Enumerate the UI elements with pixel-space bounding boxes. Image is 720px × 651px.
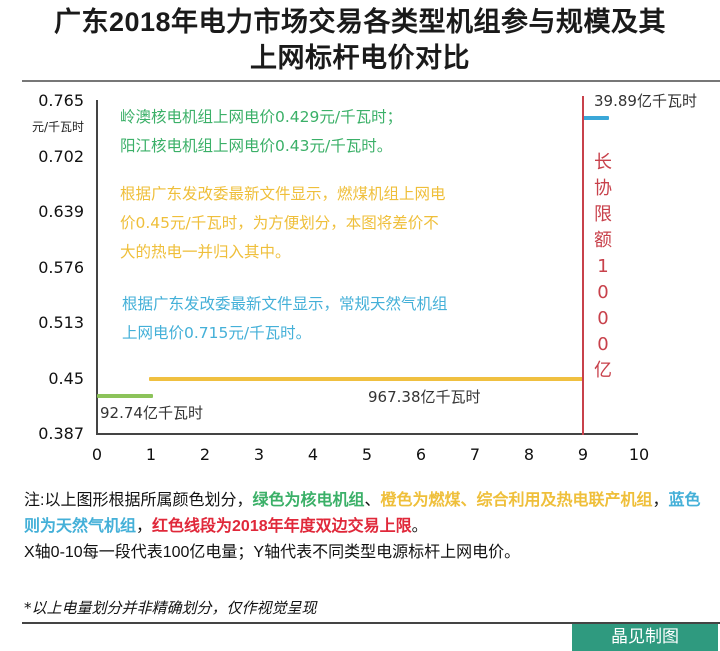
x-tick-3: 3 — [253, 445, 265, 464]
gas-volume-label: 39.89亿千瓦时 — [594, 92, 697, 110]
x-tick-10: 10 — [628, 445, 650, 464]
gas-note: 根据广东发改委最新文件显示，常规天然气机组 上网电价0.715元/千瓦时。 — [122, 290, 448, 348]
coal-note-line2: 价0.45元/千瓦时，为方便划分，本图将差价不 — [120, 214, 439, 232]
x-tick-4: 4 — [307, 445, 319, 464]
y-tick-0639: 0.639 — [38, 202, 84, 221]
separator: 。 — [411, 518, 428, 535]
cap-char: 1 — [597, 256, 609, 277]
separator: 、 — [364, 492, 381, 509]
chart-area: 0.765 元/千瓦时 0.702 0.639 0.576 0.513 0.45… — [32, 91, 697, 465]
title-divider — [22, 80, 720, 82]
cap-char: 0 — [597, 282, 609, 303]
credit-badge: 晶见制图 — [572, 624, 718, 651]
y-tick-0576: 0.576 — [38, 258, 84, 277]
gas-segment — [583, 116, 609, 120]
coal-volume-label: 967.38亿千瓦时 — [368, 388, 481, 406]
cap-vertical-label: 长 协 限 额 1 0 0 0 亿 — [593, 150, 613, 384]
cap-char: 额 — [594, 230, 612, 251]
x-tick-0: 0 — [91, 445, 103, 464]
coal-note: 根据广东发改委最新文件显示，燃煤机组上网电 价0.45元/千瓦时，为方便划分，本… — [120, 180, 446, 267]
nuclear-volume-label: 92.74亿千瓦时 — [100, 404, 203, 422]
nuclear-note: 岭澳核电机组上网电价0.429元/千瓦时； 阳江核电机组上网电价0.43元/千瓦… — [120, 103, 402, 161]
cap-char: 0 — [597, 334, 609, 355]
chart-title-line1: 广东2018年电力市场交易各类型机组参与规模及其 — [53, 7, 667, 37]
cap-char: 0 — [597, 308, 609, 329]
cap-char: 限 — [594, 204, 612, 225]
gas-note-line1: 根据广东发改委最新文件显示，常规天然气机组 — [122, 295, 448, 313]
x-tick-2: 2 — [199, 445, 211, 464]
axis-note: X轴0-10每一段代表100亿电量；Y轴代表不同类型电源标杆上网电价。 — [24, 544, 521, 561]
coal-note-line1: 根据广东发改委最新文件显示，燃煤机组上网电 — [120, 185, 446, 203]
coal-note-line3: 大的热电一并归入其中。 — [120, 243, 291, 261]
separator: ， — [652, 492, 669, 509]
coal-segment — [149, 377, 583, 381]
y-tick-0513: 0.513 — [38, 313, 84, 332]
x-tick-9: 9 — [577, 445, 589, 464]
legend-blue: 蓝色则为天然气机组 — [24, 492, 701, 535]
nuclear-note-line1: 岭澳核电机组上网电价0.429元/千瓦时； — [120, 108, 403, 126]
separator: ， — [136, 518, 153, 535]
legend-intro: 注:以上图形根据所属颜色划分， — [24, 492, 253, 509]
legend-green: 绿色为核电机组 — [252, 492, 365, 509]
y-tick-0387: 0.387 — [38, 424, 84, 443]
chart-title: 广东2018年电力市场交易各类型机组参与规模及其 上网标杆电价对比 — [0, 4, 720, 76]
x-tick-7: 7 — [469, 445, 481, 464]
cap-char: 协 — [594, 178, 612, 199]
legend-red: 红色线段为2018年年度双边交易上限 — [152, 518, 412, 535]
y-tick-0702: 0.702 — [38, 147, 84, 166]
annual-cap-line — [582, 96, 584, 435]
x-tick-1: 1 — [145, 445, 157, 464]
chart-title-line2: 上网标杆电价对比 — [250, 43, 470, 73]
cap-char: 亿 — [594, 360, 612, 381]
x-tick-8: 8 — [523, 445, 535, 464]
x-axis — [96, 433, 638, 435]
cap-char: 长 — [594, 152, 612, 173]
footer-divider — [22, 622, 720, 624]
disclaimer: *以上电量划分并非精确划分，仅作视觉呈现 — [24, 599, 317, 617]
y-tick-0765: 0.765 — [38, 91, 84, 110]
y-axis-unit: 元/千瓦时 — [32, 120, 85, 134]
nuclear-segment — [97, 394, 153, 398]
x-tick-5: 5 — [361, 445, 373, 464]
legend-note: 注:以上图形根据所属颜色划分，绿色为核电机组、橙色为燃煤、综合利用及热电联产机组… — [24, 488, 704, 540]
x-tick-6: 6 — [415, 445, 427, 464]
gas-note-line2: 上网电价0.715元/千瓦时。 — [122, 324, 312, 342]
nuclear-note-line2: 阳江核电机组上网电价0.43元/千瓦时。 — [120, 137, 393, 155]
y-tick-045: 0.45 — [48, 369, 84, 388]
footer-notes: 注:以上图形根据所属颜色划分，绿色为核电机组、橙色为燃煤、综合利用及热电联产机组… — [24, 488, 704, 566]
y-axis — [96, 100, 98, 435]
legend-orange: 橙色为燃煤、综合利用及热电联产机组 — [380, 492, 653, 509]
